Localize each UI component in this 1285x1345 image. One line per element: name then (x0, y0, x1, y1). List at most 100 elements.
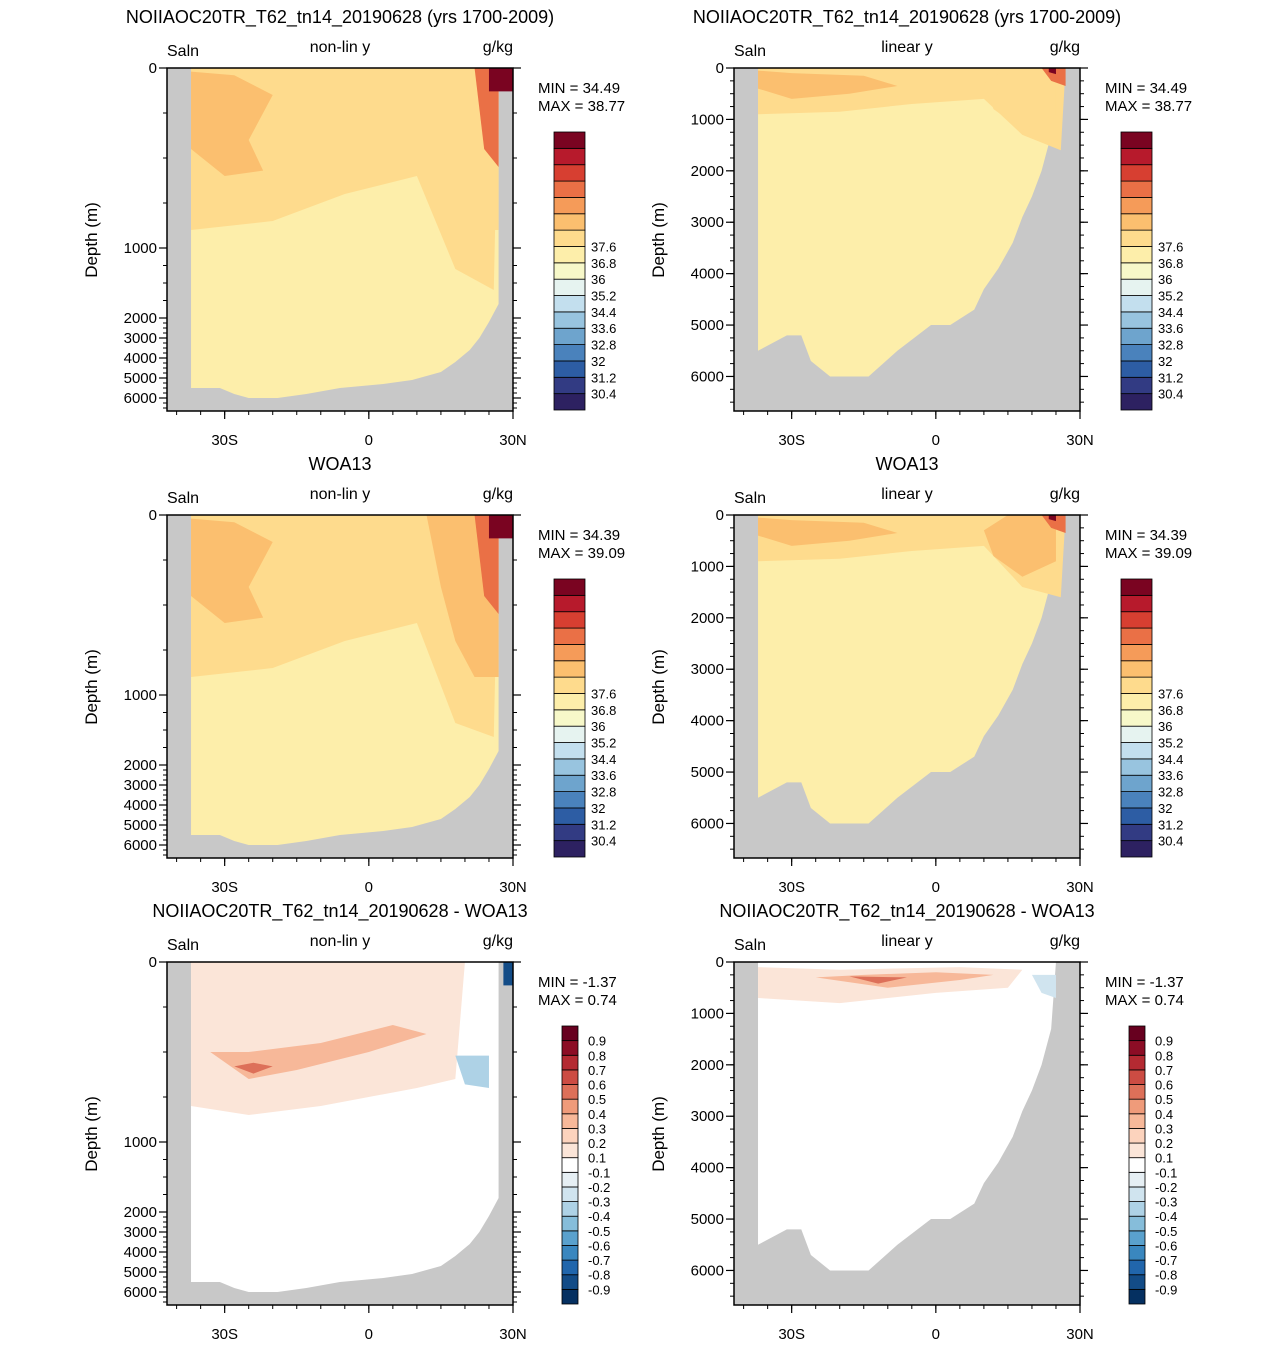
plot-frame (166, 67, 514, 412)
colorbar-swatch (1128, 1142, 1146, 1159)
colorbar-swatch (1120, 131, 1153, 149)
colorbar-swatch (1128, 1128, 1146, 1144)
y-tick-label: 0 (716, 507, 724, 524)
axis-scale-label: linear y (881, 39, 933, 56)
colorbar-label: 32 (1158, 801, 1172, 816)
chart-panel-3: WOA13 Saln non-lin y g/kg Depth (m) MIN = 34.… (0, 447, 640, 896)
min-label: MIN = -1.37 (538, 974, 617, 991)
x-tick-label: 30S (778, 1326, 805, 1343)
colorbar-swatch (1128, 1069, 1146, 1085)
colorbar-label: 32.8 (1158, 338, 1183, 353)
colorbar-swatch (1128, 1259, 1146, 1276)
y-tick-label: 5000 (691, 1211, 724, 1228)
colorbar-label: 0.3 (588, 1121, 606, 1136)
salinity-north-core (983, 515, 1056, 577)
axis-scale-label: non-lin y (310, 933, 370, 950)
colorbar-swatch (1128, 1113, 1146, 1129)
colorbar-label: 0.3 (1155, 1121, 1173, 1136)
colorbar-swatch (1128, 1288, 1146, 1305)
colorbar-label: 32.8 (591, 338, 616, 353)
difference-positive-core (815, 972, 994, 988)
colorbar-label: -0.1 (588, 1165, 610, 1180)
y-tick-label: 2000 (691, 610, 724, 627)
y-tick-label: 4000 (124, 797, 157, 814)
min-label: MIN = 34.49 (538, 80, 620, 97)
y-tick-label: 3000 (691, 214, 724, 231)
units-label: g/kg (1050, 933, 1080, 950)
colorbar-label: 0.2 (588, 1136, 606, 1151)
axis-scale-label: non-lin y (310, 486, 370, 503)
y-tick-label: 6000 (124, 1284, 157, 1301)
colorbar-swatch (1120, 213, 1153, 231)
colorbar-swatch (1128, 1054, 1146, 1071)
x-tick-label: 0 (932, 879, 940, 896)
min-label: MIN = 34.39 (1105, 527, 1187, 544)
min-label: MIN = -1.37 (1105, 974, 1184, 991)
colorbar-swatch (1120, 147, 1153, 166)
colorbar-label: 37.6 (591, 239, 616, 254)
salinity-high-patch (1041, 68, 1066, 86)
y-axis-label: Depth (m) (82, 1096, 101, 1172)
difference-positive-peak (849, 976, 907, 984)
y-axis-label: Depth (m) (649, 202, 668, 278)
colorbar-label: 33.6 (591, 321, 616, 336)
colorbar-swatch (1128, 1215, 1146, 1232)
colorbar-swatch (1120, 262, 1153, 280)
plot-area (734, 68, 1080, 411)
colorbar-swatch (1128, 1171, 1146, 1188)
colorbar-label: 33.6 (1158, 321, 1183, 336)
salinity-base-region (758, 515, 1066, 824)
y-tick-label: 0 (149, 507, 157, 524)
colorbar-label: -0.6 (588, 1238, 610, 1253)
chart-panel-6: NOIIAOC20TR_T62_tn14_20190628 - WOA13 Sal… (567, 894, 1207, 1343)
colorbar-label: 0.7 (588, 1063, 606, 1078)
variable-label: Saln (734, 490, 766, 507)
chart-panel-1: NOIIAOC20TR_T62_tn14_20190628 (yrs 1700-… (0, 0, 640, 449)
chart-panel-5: NOIIAOC20TR_T62_tn14_20190628 - WOA13 Sal… (0, 894, 640, 1343)
colorbar-label: -0.7 (588, 1253, 610, 1268)
colorbar-label: 31.2 (1158, 370, 1183, 385)
plot-frame (733, 514, 1081, 859)
colorbar-label: -0.7 (1155, 1253, 1177, 1268)
chart-svg: NOIIAOC20TR_T62_tn14_20190628 - WOA13 Sal… (82, 901, 617, 1343)
variable-label: Saln (167, 490, 199, 507)
colorbar-label: -0.5 (1155, 1224, 1177, 1239)
colorbar-label: 36 (591, 272, 605, 287)
colorbar-label: 0.5 (1155, 1092, 1173, 1107)
y-tick-label: 3000 (124, 1224, 157, 1241)
colorbar-label: -0.1 (1155, 1165, 1177, 1180)
x-tick-label: 30N (1066, 432, 1094, 449)
colorbar-label: -0.4 (588, 1209, 610, 1224)
colorbar-swatch (1120, 611, 1153, 629)
chart-svg: WOA13 Saln linear y g/kg Depth (m) MIN = 34.3… (649, 454, 1192, 896)
colorbar-label: 36.8 (591, 256, 616, 271)
colorbar-label: -0.5 (588, 1224, 610, 1239)
colorbar-label: 32 (1158, 354, 1172, 369)
colorbar-label: 36 (591, 719, 605, 734)
y-tick-label: 4000 (691, 713, 724, 730)
colorbar-label: 36 (1158, 719, 1172, 734)
colorbar-label: 35.2 (591, 289, 616, 304)
colorbar-swatch (1120, 197, 1153, 215)
colorbar-label: 0.4 (588, 1107, 606, 1122)
colorbar-swatch (1120, 725, 1153, 743)
colorbar-swatch (1120, 840, 1153, 858)
colorbar-swatch (553, 131, 586, 149)
colorbar-label: -0.2 (588, 1180, 610, 1195)
colorbar-swatch (1120, 758, 1153, 776)
difference-negative-patch (455, 1055, 489, 1088)
max-label: MAX = 39.09 (538, 545, 625, 562)
max-label: MAX = 38.77 (1105, 98, 1192, 115)
axis-scale-label: linear y (881, 933, 933, 950)
colorbar-label: 0.6 (588, 1078, 606, 1093)
colorbar-swatch (1128, 1201, 1146, 1217)
units-label: g/kg (1050, 486, 1080, 503)
y-tick-label: 6000 (124, 390, 157, 407)
salinity-high-patch (474, 68, 499, 167)
y-tick-label: 6000 (124, 837, 157, 854)
salinity-high-patch (474, 515, 499, 614)
colorbar-swatch (1120, 376, 1153, 395)
difference-min-patch (503, 962, 513, 986)
colorbar-swatch (1128, 1040, 1146, 1056)
colorbar-label: 32.8 (1158, 785, 1183, 800)
